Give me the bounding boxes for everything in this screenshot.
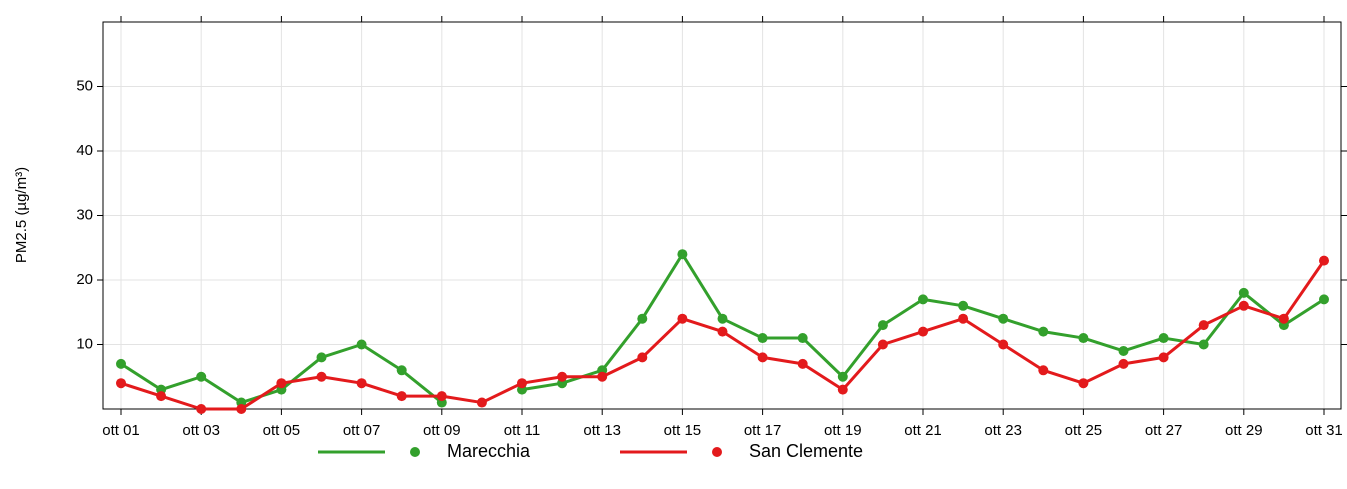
point <box>116 378 126 389</box>
point <box>1078 378 1089 389</box>
point <box>1118 358 1129 369</box>
x-tick-label: ott 13 <box>583 422 621 439</box>
point <box>877 339 888 350</box>
point <box>356 339 367 350</box>
point <box>1038 365 1049 376</box>
y-axis-label: PM2.5 (µg/m³) <box>13 167 30 263</box>
x-tick-label: ott 23 <box>984 422 1022 439</box>
point <box>797 358 808 369</box>
x-tick-label: ott 25 <box>1065 422 1103 439</box>
point <box>436 391 447 402</box>
point <box>1319 294 1329 305</box>
point <box>637 352 648 363</box>
point <box>637 313 648 324</box>
point <box>1198 339 1209 350</box>
x-tick-label: ott 29 <box>1225 422 1263 439</box>
legend-label: Marecchia <box>447 441 531 461</box>
point <box>837 371 848 382</box>
legend-dot <box>712 447 722 457</box>
y-tick-label: 40 <box>76 142 93 159</box>
point <box>677 313 688 324</box>
point <box>837 384 848 395</box>
point <box>196 404 207 414</box>
x-tick-label: ott 11 <box>504 422 540 439</box>
point <box>597 371 608 382</box>
point <box>557 371 568 382</box>
legend-item: San Clemente <box>620 441 863 461</box>
point <box>1198 320 1209 331</box>
point <box>677 249 688 260</box>
point <box>196 371 207 382</box>
point <box>1158 333 1169 344</box>
point <box>717 313 728 324</box>
point <box>396 391 407 402</box>
point <box>958 300 969 311</box>
point <box>918 294 928 305</box>
x-tick-label: ott 17 <box>744 422 782 439</box>
point <box>998 339 1009 350</box>
point <box>757 333 768 344</box>
point <box>717 326 728 337</box>
x-tick-label: ott 27 <box>1145 422 1183 439</box>
point <box>1238 300 1249 311</box>
x-tick-label: ott 19 <box>824 422 862 439</box>
point <box>156 391 167 402</box>
legend-label: San Clemente <box>749 441 863 461</box>
point <box>1319 255 1329 266</box>
x-tick-label: ott 21 <box>904 422 942 439</box>
x-tick-label: ott 01 <box>102 422 140 439</box>
x-tick-label: ott 31 <box>1305 422 1343 439</box>
point <box>396 365 407 376</box>
x-tick-label: ott 03 <box>182 422 220 439</box>
legend-item: Marecchia <box>318 441 531 461</box>
point <box>1078 333 1089 344</box>
point <box>1278 313 1289 324</box>
point <box>1238 287 1249 298</box>
point <box>998 313 1009 324</box>
point <box>1118 345 1129 356</box>
x-tick-label: ott 05 <box>263 422 301 439</box>
x-tick-label: ott 07 <box>343 422 381 439</box>
y-tick-label: 10 <box>76 335 93 352</box>
point <box>757 352 768 363</box>
point <box>918 326 928 337</box>
point <box>476 397 487 408</box>
point <box>1038 326 1049 337</box>
y-tick-label: 30 <box>76 206 93 223</box>
point <box>356 378 367 389</box>
point <box>958 313 969 324</box>
point <box>517 378 527 389</box>
point <box>116 358 126 369</box>
y-tick-label: 20 <box>76 271 93 288</box>
point <box>276 378 287 389</box>
point <box>316 371 327 382</box>
x-tick-label: ott 15 <box>664 422 702 439</box>
point <box>1158 352 1169 363</box>
point <box>797 333 808 344</box>
point <box>877 320 888 331</box>
legend-dot <box>410 447 420 457</box>
point <box>236 404 247 414</box>
y-tick-label: 50 <box>76 77 93 94</box>
point <box>316 352 327 363</box>
x-tick-label: ott 09 <box>423 422 461 439</box>
